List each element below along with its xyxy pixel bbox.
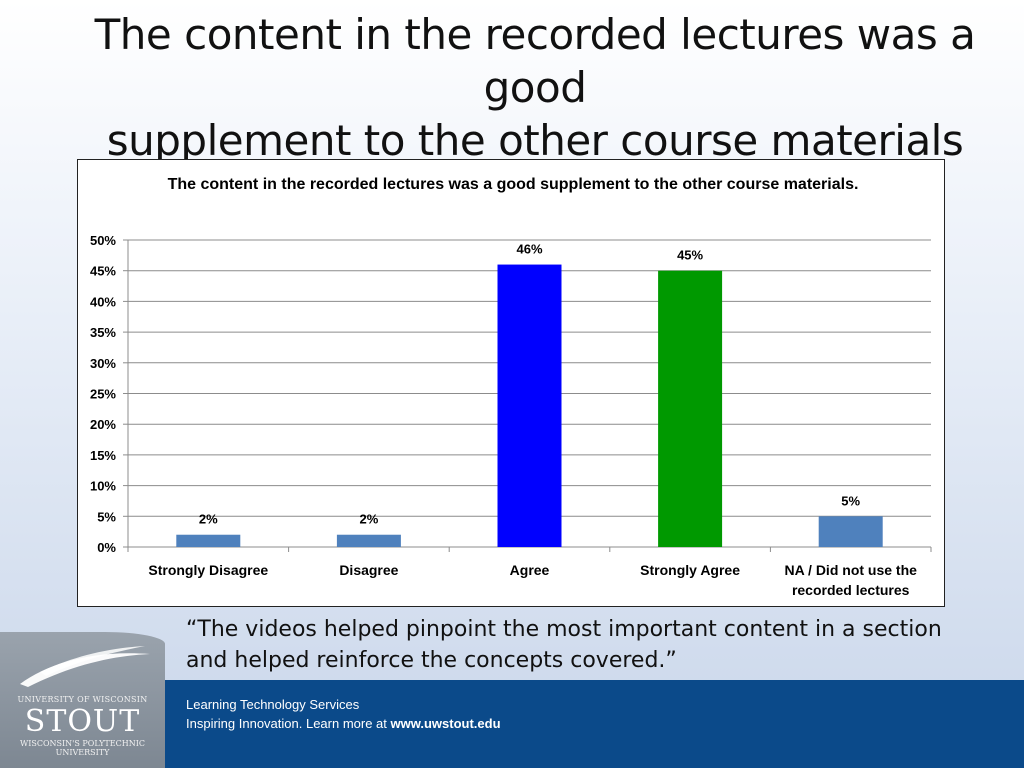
- data-label: 5%: [841, 493, 860, 508]
- y-tick-label: 20%: [90, 417, 116, 432]
- y-tick-label: 30%: [90, 356, 116, 371]
- footer-line2-prefix: Inspiring Innovation. Learn more at: [186, 716, 391, 731]
- swoosh-icon: [20, 646, 150, 687]
- data-label: 45%: [677, 248, 703, 263]
- data-label: 2%: [199, 512, 218, 527]
- bar: [497, 264, 562, 547]
- bar-chart: 0% 5% 10% 15% 20% 25% 30% 35% 40% 45% 50% 2% Strongl…: [90, 233, 932, 598]
- y-tick-label: 45%: [90, 264, 116, 279]
- university-logo: UNIVERSITY OF WISCONSIN STOUT WISCONSIN'…: [0, 632, 165, 768]
- slide-title-line2: supplement to the other course materials: [106, 116, 964, 165]
- y-tick-label: 0%: [97, 540, 116, 555]
- slide-title-line1: The content in the recorded lectures was…: [94, 10, 976, 112]
- y-tick-label: 35%: [90, 325, 116, 340]
- y-tick-label: 50%: [90, 233, 116, 248]
- category-label: Strongly Disagree: [148, 562, 268, 578]
- y-tick-label: 15%: [90, 448, 116, 463]
- y-tick-label: 40%: [90, 294, 116, 309]
- category-label: Disagree: [339, 562, 398, 578]
- bar: [658, 270, 723, 547]
- chart-frame: The content in the recorded lectures was…: [77, 159, 945, 607]
- y-tick-label: 5%: [97, 509, 116, 524]
- slide-title: The content in the recorded lectures was…: [40, 8, 1024, 167]
- category-label: NA / Did not use the recorded lectures: [784, 562, 917, 598]
- logo-line2: STOUT: [24, 704, 141, 739]
- y-tick-label: 10%: [90, 479, 116, 494]
- bar: [176, 534, 241, 547]
- footer-line1: Learning Technology Services: [186, 697, 360, 712]
- logo-line3: WISCONSIN'S POLYTECHNIC UNIVERSITY: [20, 739, 145, 757]
- data-label: 46%: [516, 242, 542, 257]
- y-tick-label: 25%: [90, 387, 116, 402]
- footer-line2: Inspiring Innovation. Learn more at www.…: [186, 714, 501, 733]
- footer-website-link[interactable]: www.uwstout.edu: [390, 716, 501, 731]
- bar: [336, 534, 401, 547]
- category-label: Agree: [510, 562, 550, 578]
- data-label: 2%: [360, 512, 379, 527]
- logo-line1: UNIVERSITY OF WISCONSIN: [17, 695, 148, 704]
- testimonial-quote: “The videos helped pinpoint the most imp…: [186, 617, 942, 673]
- footer-text: Learning Technology Services Inspiring I…: [186, 695, 501, 733]
- bar: [818, 516, 883, 547]
- chart-title: The content in the recorded lectures was…: [167, 176, 859, 193]
- category-label: Strongly Agree: [640, 562, 740, 578]
- footer-band: [0, 680, 1024, 768]
